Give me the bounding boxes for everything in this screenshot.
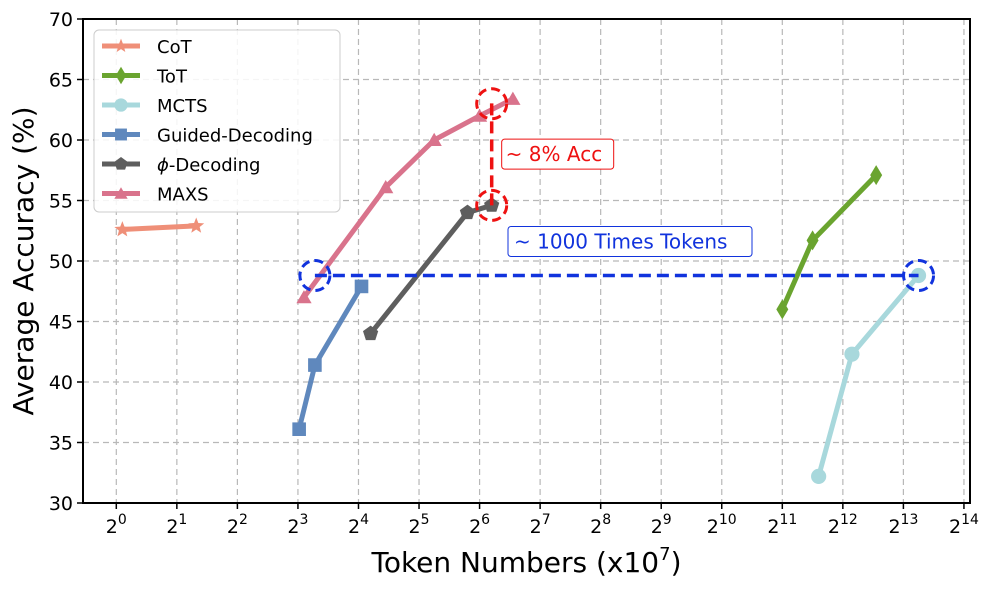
x-tick-label: 22 (227, 512, 248, 538)
x-tick-label: 210 (707, 512, 737, 538)
annotation-box (507, 226, 753, 258)
point-maxs (471, 108, 488, 122)
legend: CoT ToT MCTS Guided-Decoding ϕ-Decoding MAXS (93, 29, 341, 213)
legend-item-cot: CoT (102, 37, 193, 58)
x-tick-label: 23 (287, 512, 308, 538)
point-maxs (505, 91, 521, 105)
y-tick-label: 40 (49, 372, 73, 394)
highlight-circle (475, 188, 509, 222)
point-guideddecoding (354, 279, 369, 294)
point-guideddecoding (292, 422, 306, 436)
annotations: ~ 8% Acc ~ 1000 Times Tokens (298, 87, 936, 293)
legend-item-maxs: MAXS (102, 185, 209, 206)
point-mcts (910, 267, 927, 284)
point-decoding (362, 325, 379, 341)
x-tick-label: 212 (828, 512, 858, 538)
x-tick-label: 28 (590, 512, 611, 538)
x-axis-title: Token Numbers (x107) (370, 544, 681, 579)
x-tick-label: 24 (348, 512, 369, 538)
annotation-label: ~ 8% Acc (506, 142, 603, 166)
ticks: 30 35 40 45 50 55 60 65 70 20 21 22 23 24 25 26 27 28 29 21… (49, 9, 979, 538)
y-tick-label: 35 (49, 433, 73, 455)
x-tick-label: 27 (530, 512, 551, 538)
legend-swatch-marker (114, 38, 128, 52)
y-tick-label: 45 (49, 312, 73, 334)
point-tot (806, 230, 819, 251)
point-guideddecoding (308, 358, 322, 372)
point-maxs (426, 132, 442, 146)
annotation-label: ~ 1000 Times Tokens (514, 230, 727, 254)
highlight-circle (902, 259, 936, 293)
point-tot (776, 299, 789, 320)
point-decoding (459, 204, 476, 220)
x-tick-label: 211 (767, 512, 797, 538)
point-mcts (811, 468, 827, 484)
legend-item-decoding: ϕ-Decoding (102, 155, 260, 176)
legend-item-mcts: MCTS (102, 96, 208, 117)
legend-label: Guided-Decoding (157, 126, 313, 147)
x-tick-label: 26 (469, 512, 490, 538)
series-line-decoding (368, 202, 495, 337)
series-tot (776, 165, 883, 320)
point-maxs (296, 290, 312, 304)
series-decoding (362, 197, 500, 341)
point-mcts (844, 346, 860, 362)
series-guideddecoding (292, 279, 369, 436)
legend-label: MCTS (157, 96, 208, 117)
y-axis-title: Average Accuracy (%) (7, 106, 40, 415)
legend-label: MAXS (157, 185, 209, 206)
legend-item-guideddecoding: Guided-Decoding (102, 126, 313, 147)
legend-swatch-marker (115, 66, 127, 85)
x-tick-label: 29 (651, 512, 672, 538)
y-tick-label: 50 (49, 251, 73, 273)
point-cot (188, 217, 205, 233)
highlight-circle (298, 259, 332, 293)
highlight-circle (475, 87, 509, 121)
y-tick-label: 30 (49, 493, 73, 515)
legend-swatch-marker (114, 98, 128, 112)
series-line-tot (779, 172, 879, 312)
point-cot (114, 221, 131, 237)
legend-swatch-marker (114, 187, 128, 199)
grid (83, 19, 970, 503)
series-line-mcts (816, 273, 921, 479)
legend-box (93, 29, 341, 213)
series-layer (114, 91, 927, 484)
legend-label: ϕ-Decoding (157, 155, 260, 176)
series-mcts (811, 267, 927, 484)
x-tick-label: 20 (106, 512, 127, 538)
x-tick-label: 21 (166, 512, 187, 538)
legend-swatch-marker (115, 128, 127, 141)
point-tot (870, 165, 883, 186)
series-line-cot (119, 223, 199, 232)
point-maxs (378, 179, 394, 194)
x-axis-title-main: Token Numbers (x10 (370, 546, 659, 579)
x-tick-label: 25 (409, 512, 430, 538)
legend-label: CoT (157, 37, 193, 58)
legend-label: ToT (156, 67, 188, 88)
x-axis-title-sup: 7 (659, 544, 670, 565)
y-tick-label: 65 (49, 70, 73, 92)
token-gap-annotation: ~ 1000 Times Tokens (298, 226, 936, 293)
y-tick-label: 55 (49, 191, 73, 213)
y-tick-label: 70 (49, 9, 73, 31)
legend-swatch-marker (114, 157, 128, 170)
x-tick-label: 214 (949, 512, 979, 538)
legend-item-tot: ToT (102, 67, 188, 88)
series-cot (114, 217, 205, 237)
accuracy-gap-annotation: ~ 8% Acc (475, 87, 615, 222)
x-tick-label: 213 (888, 512, 918, 538)
x-axis-title-close: ) (671, 546, 682, 579)
series-line-guideddecoding (296, 283, 364, 432)
annotation-box (501, 138, 615, 170)
y-tick-label: 60 (49, 130, 73, 152)
